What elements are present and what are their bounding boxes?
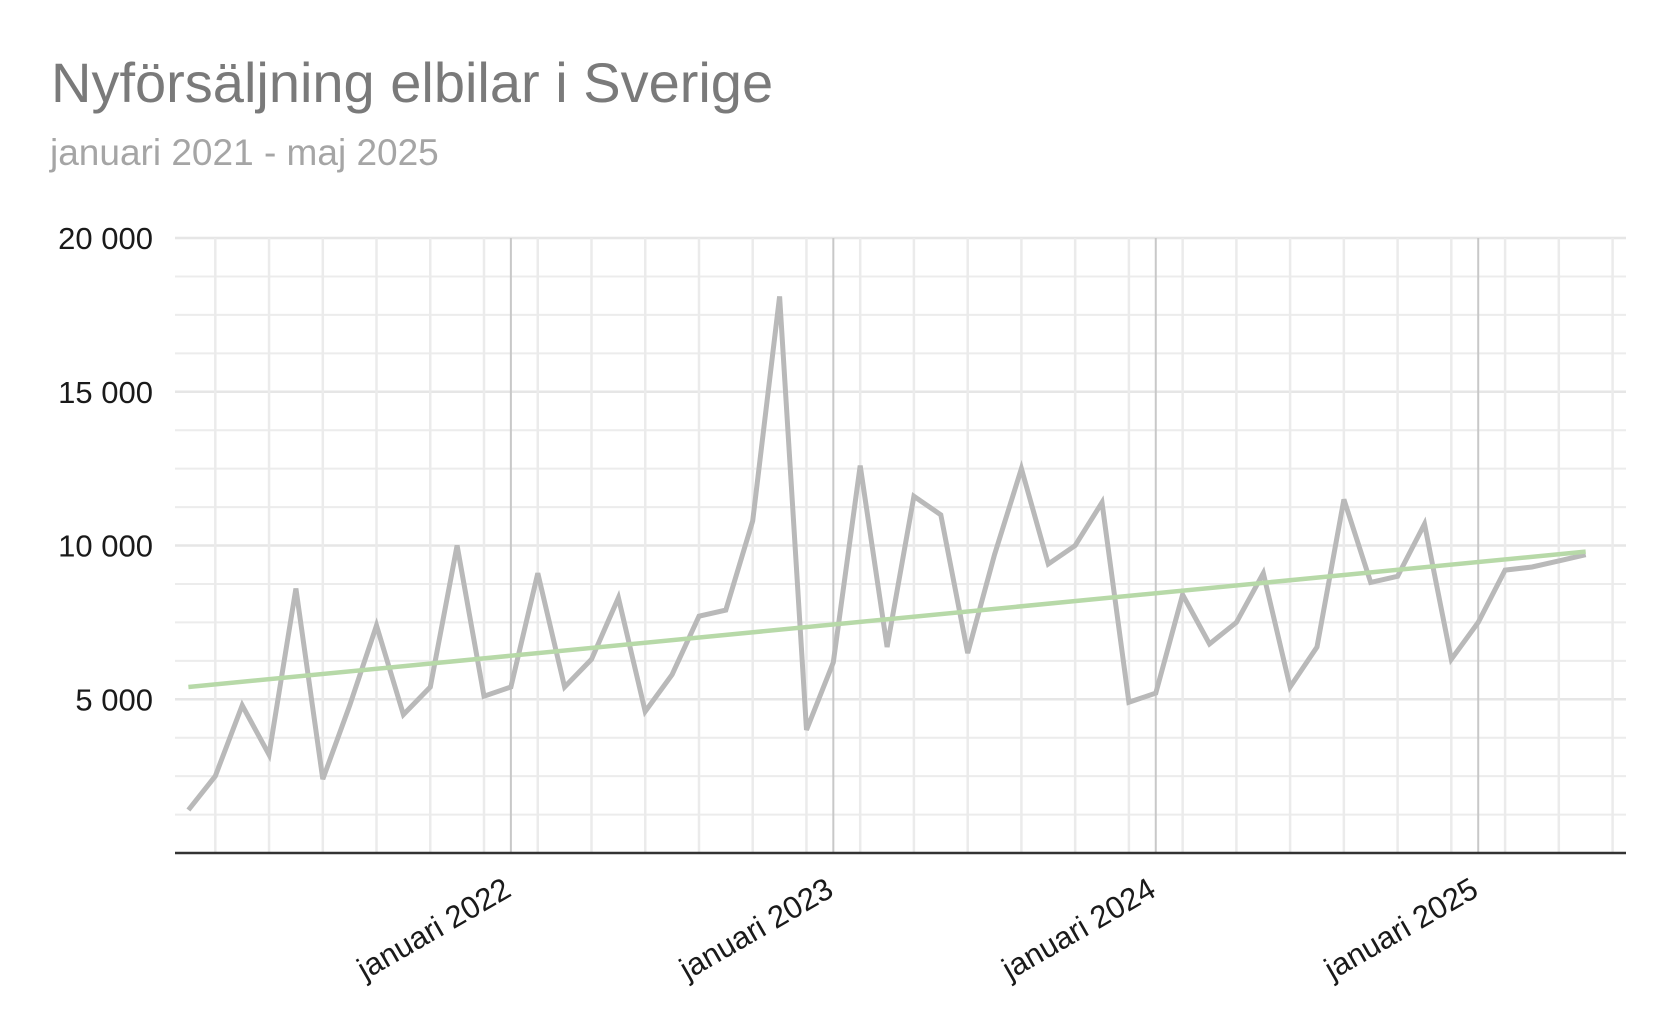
x-tick-label: januari 2022 <box>350 871 516 987</box>
trend-series-line <box>188 549 1586 690</box>
sales-series-line <box>186 296 1587 812</box>
x-tick-label: januari 2023 <box>673 871 839 987</box>
chart-subtitle: januari 2021 - maj 2025 <box>50 132 439 173</box>
grid <box>175 236 1626 853</box>
y-tick-label: 20 000 <box>58 221 153 256</box>
x-tick-label: januari 2025 <box>1318 871 1484 987</box>
y-tick-label: 10 000 <box>58 529 153 564</box>
x-tick-label: januari 2024 <box>995 871 1161 987</box>
y-tick-label: 15 000 <box>58 375 153 410</box>
y-tick-label: 5 000 <box>75 682 153 717</box>
series-layer <box>186 296 1587 812</box>
chart-title: Nyförsäljning elbilar i Sverige <box>51 51 774 114</box>
